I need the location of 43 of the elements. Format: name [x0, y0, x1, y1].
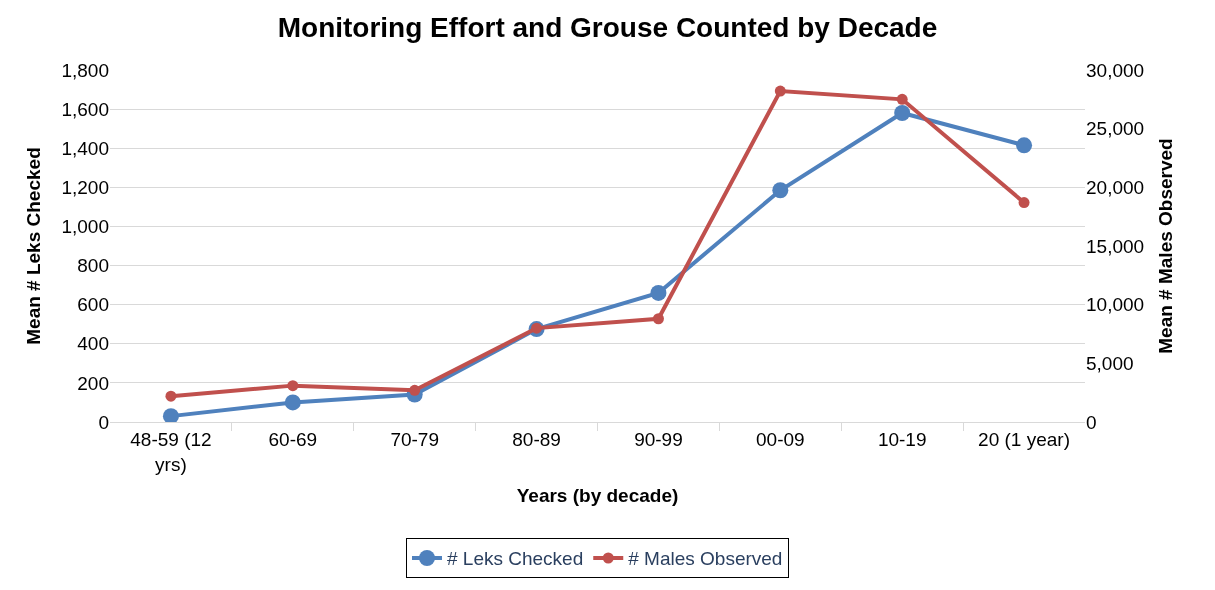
y2-tick-label: 25,000	[1086, 118, 1145, 140]
legend-label: # Males Observed	[628, 548, 783, 570]
y-tick-label: 1,000	[61, 216, 109, 238]
point	[287, 380, 299, 392]
point	[774, 85, 786, 97]
y-tick-label: 1,200	[61, 176, 109, 198]
x-tick-label: 00-09	[756, 428, 805, 450]
y-tick-label: 1,600	[61, 98, 109, 120]
y-tick-label: 0	[98, 411, 109, 433]
point	[894, 105, 911, 122]
point	[284, 394, 301, 411]
point	[650, 284, 667, 301]
point	[896, 93, 908, 105]
y2-tick-label: 5,000	[1086, 352, 1134, 374]
x-tick-label: 90-99	[634, 428, 683, 450]
y-tick-label: 1,800	[61, 59, 109, 81]
x-tick-label: 20 (1 year)	[978, 428, 1070, 450]
point	[1016, 137, 1033, 154]
y-tick-label: 200	[77, 372, 109, 394]
x-tick-label: 60-69	[268, 428, 318, 450]
y2-tick-label: 15,000	[1086, 235, 1145, 257]
x-tick-label: 80-89	[512, 428, 561, 450]
point	[165, 390, 177, 402]
x-tick-label: 70-79	[390, 428, 439, 450]
x-tick-label: 48-59 (12 yrs)	[130, 428, 212, 475]
point	[652, 313, 664, 325]
point	[1018, 197, 1030, 209]
y2-tick-label: 0	[1086, 411, 1097, 433]
x-axis-title: Years (by decade)	[516, 485, 679, 507]
y-tick-label: 800	[77, 255, 109, 277]
chart-title: Monitoring Effort and Grouse Counted by Decade	[277, 12, 938, 44]
x-tick-label: 10-19	[877, 428, 927, 450]
y2-axis-title: Mean # Males Observed	[1154, 138, 1176, 354]
y2-tick-label: 20,000	[1086, 176, 1145, 198]
y-axis-title: Mean # Leks Checked	[23, 147, 45, 345]
point	[162, 408, 179, 422]
y2-tick-label: 10,000	[1086, 294, 1145, 316]
y-tick-label: 400	[77, 333, 109, 355]
y2-tick-label: 30,000	[1086, 59, 1145, 81]
y-tick-label: 600	[77, 294, 109, 316]
legend-label: # Leks Checked	[447, 548, 584, 570]
y-tick-label: 1,400	[61, 137, 109, 159]
point	[772, 182, 789, 199]
